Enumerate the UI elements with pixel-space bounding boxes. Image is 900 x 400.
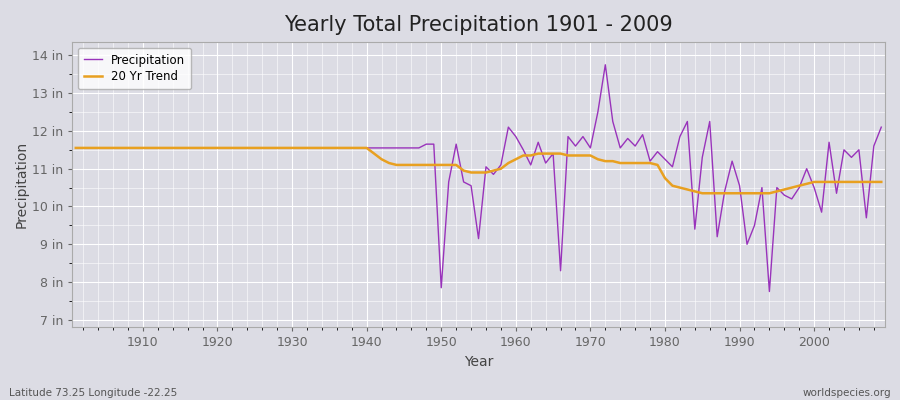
Text: worldspecies.org: worldspecies.org xyxy=(803,388,891,398)
20 Yr Trend xyxy=(600,159,611,164)
Line: Precipitation: Precipitation xyxy=(76,65,881,292)
20 Yr Trend xyxy=(503,161,514,166)
Precipitation xyxy=(503,125,514,130)
Precipitation xyxy=(339,146,350,150)
20 Yr Trend xyxy=(70,146,81,150)
Legend: Precipitation, 20 Yr Trend: Precipitation, 20 Yr Trend xyxy=(78,48,191,89)
Text: Latitude 73.25 Longitude -22.25: Latitude 73.25 Longitude -22.25 xyxy=(9,388,177,398)
Precipitation xyxy=(764,289,775,294)
Precipitation xyxy=(510,134,521,139)
20 Yr Trend xyxy=(339,146,350,150)
Precipitation xyxy=(130,146,141,150)
Line: 20 Yr Trend: 20 Yr Trend xyxy=(76,148,881,193)
Precipitation xyxy=(294,146,305,150)
Precipitation xyxy=(600,62,611,67)
20 Yr Trend xyxy=(697,191,707,196)
Precipitation xyxy=(608,119,618,124)
20 Yr Trend xyxy=(510,157,521,162)
Precipitation xyxy=(70,146,81,150)
20 Yr Trend xyxy=(130,146,141,150)
X-axis label: Year: Year xyxy=(464,355,493,369)
Y-axis label: Precipitation: Precipitation xyxy=(15,141,29,228)
20 Yr Trend xyxy=(876,180,886,184)
Precipitation xyxy=(876,125,886,130)
Title: Yearly Total Precipitation 1901 - 2009: Yearly Total Precipitation 1901 - 2009 xyxy=(284,15,673,35)
20 Yr Trend xyxy=(294,146,305,150)
